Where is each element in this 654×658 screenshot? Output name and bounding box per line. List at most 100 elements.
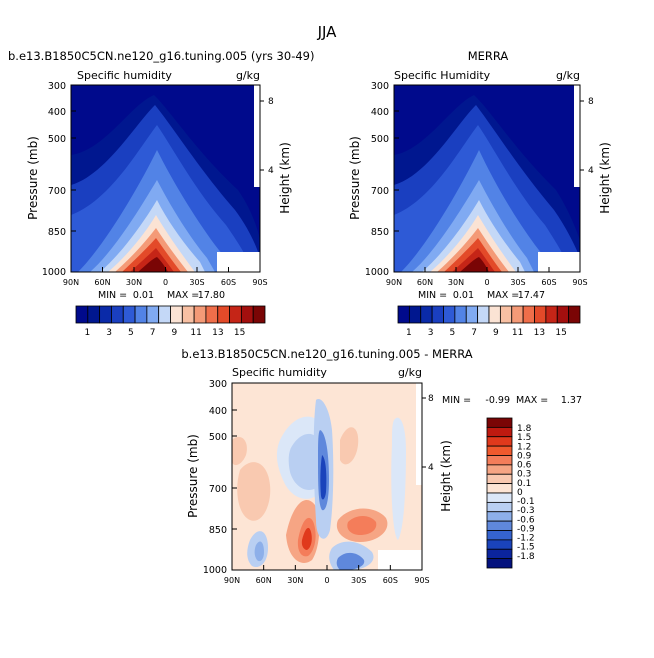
colorbar-swatch xyxy=(522,305,535,324)
colorbar-swatch xyxy=(486,530,513,541)
panel-merra-plot-area xyxy=(393,84,581,273)
panel-diff-x-axis: 90N 60N 30N 0 30S 60S 90S xyxy=(224,565,430,585)
colorbar-swatch xyxy=(486,417,513,428)
colorbar-swatch xyxy=(486,520,513,531)
x-tick-label: 0 xyxy=(324,576,329,585)
panel-diff-y-axis: 300 400 500 700 850 1000 Pressure (mb) xyxy=(186,379,237,576)
colorbar-swatch xyxy=(111,305,124,324)
y2-tick-label: 4 xyxy=(428,463,434,473)
colorbar-label: 13 xyxy=(212,328,223,338)
colorbar-swatch xyxy=(252,305,266,324)
colorbar-label: 3 xyxy=(106,328,112,338)
panel-diff-title: b.e13.B1850C5CN.ne120_g16.tuning.005 - M… xyxy=(181,347,472,361)
colorbar-swatch xyxy=(465,305,479,324)
panel-model-units: g/kg xyxy=(236,69,260,82)
colorbar-swatch xyxy=(486,492,513,503)
negative-anomaly xyxy=(254,541,264,562)
x-tick-label: 90N xyxy=(63,278,79,287)
y-axis-label: Pressure (mb) xyxy=(348,136,362,220)
colorbar-label: 1.2 xyxy=(517,442,531,452)
colorbar-label: 5 xyxy=(128,328,134,338)
colorbar-swatch xyxy=(443,305,456,324)
colorbar-label: 1.8 xyxy=(517,424,532,434)
panel-diff-colorbar-labels: 1.8 1.5 1.2 0.9 0.6 0.3 0.1 0 -0.1 -0.3 … xyxy=(517,424,535,562)
colorbar-label: 7 xyxy=(150,328,156,338)
panel-model-left-string: Specific humidity xyxy=(77,69,172,82)
colorbar-label: 7 xyxy=(471,328,477,338)
colorbar-swatch xyxy=(134,305,148,324)
max-value: 17.47 xyxy=(518,290,545,301)
y-tick-label: 500 xyxy=(48,134,66,145)
colorbar-swatch xyxy=(193,305,207,324)
colorbar-label: 1.5 xyxy=(517,433,531,443)
colorbar-label: 3 xyxy=(428,328,434,338)
positive-anomaly xyxy=(232,436,247,466)
x-tick-label: 30S xyxy=(510,278,525,287)
y-tick-label: 300 xyxy=(209,379,227,390)
x-tick-label: 90S xyxy=(572,278,587,287)
panel-model-min-max: MIN = 0.01 MAX = 17.80 xyxy=(98,290,225,301)
x-tick-label: 60S xyxy=(383,576,398,585)
colorbar-swatch xyxy=(229,305,242,324)
colorbar-swatch xyxy=(486,511,513,522)
colorbar-swatch xyxy=(486,464,513,475)
panel-merra-colorbar xyxy=(397,305,581,324)
positive-anomaly xyxy=(301,527,312,550)
colorbar-label: 1 xyxy=(85,328,91,338)
colorbar-label: 5 xyxy=(450,328,456,338)
colorbar-swatch xyxy=(217,305,230,324)
min-value: 0.01 xyxy=(133,290,154,301)
panel-merra-y-axis: 300 400 500 700 850 1000 Pressure (mb) xyxy=(348,81,399,278)
colorbar-swatch xyxy=(477,305,490,324)
colorbar-label: 13 xyxy=(534,328,545,338)
missing-data-mask xyxy=(574,85,580,187)
panel-diff-y2-axis: 8 4 Height (km) xyxy=(422,394,453,512)
colorbar-label: 11 xyxy=(190,328,201,338)
positive-anomaly xyxy=(237,462,271,521)
y-tick-label: 850 xyxy=(48,227,66,238)
colorbar-swatch xyxy=(568,305,581,324)
colorbar-swatch xyxy=(181,305,195,324)
colorbar-swatch xyxy=(534,305,547,324)
panel-merra: MERRA Specific Humidity g/kg xyxy=(348,49,612,338)
colorbar-label: 9 xyxy=(493,328,499,338)
negative-anomaly xyxy=(391,417,406,540)
colorbar-label: 11 xyxy=(512,328,523,338)
colorbar-swatch xyxy=(488,305,501,324)
colorbar-swatch xyxy=(408,305,422,324)
colorbar-swatch xyxy=(486,436,513,447)
min-label: MIN = xyxy=(98,290,127,301)
x-tick-label: 30N xyxy=(287,576,303,585)
y-tick-label: 300 xyxy=(371,81,389,92)
panel-merra-colorbar-labels: 1 3 5 7 9 11 13 15 xyxy=(406,328,567,338)
colorbar-label: 0.1 xyxy=(517,479,531,489)
contour-band xyxy=(460,257,489,272)
colorbar-label: -0.1 xyxy=(517,497,535,507)
colorbar-label: 15 xyxy=(555,328,566,338)
max-value: 1.37 xyxy=(561,395,582,406)
x-tick-label: 0 xyxy=(484,278,489,287)
panel-model: b.e13.B1850C5CN.ne120_g16.tuning.005 (yr… xyxy=(8,49,314,338)
x-tick-label: 60S xyxy=(541,278,556,287)
negative-anomaly xyxy=(320,455,327,500)
y-tick-label: 700 xyxy=(209,484,227,495)
y-tick-label: 1000 xyxy=(42,267,66,278)
y2-tick-label: 8 xyxy=(428,394,434,404)
colorbar-swatch xyxy=(122,305,136,324)
panel-model-y2-axis: 8 4 Height (km) xyxy=(260,97,292,214)
colorbar-swatch xyxy=(87,305,101,324)
colorbar-swatch xyxy=(75,305,89,324)
max-value: 17.80 xyxy=(198,290,225,301)
y2-axis-label: Height (km) xyxy=(439,440,453,511)
colorbar-swatch xyxy=(556,305,570,324)
y2-axis-label: Height (km) xyxy=(598,142,612,213)
y2-tick-label: 8 xyxy=(268,97,274,107)
colorbar-label: 0.9 xyxy=(517,451,532,461)
panel-merra-x-axis: 90N 60N 30N 0 30S 60S 90S xyxy=(386,267,588,287)
colorbar-swatch xyxy=(486,558,513,569)
panel-model-plot-area xyxy=(70,84,261,273)
colorbar-swatch xyxy=(397,305,410,324)
colorbar-label: 15 xyxy=(234,328,245,338)
